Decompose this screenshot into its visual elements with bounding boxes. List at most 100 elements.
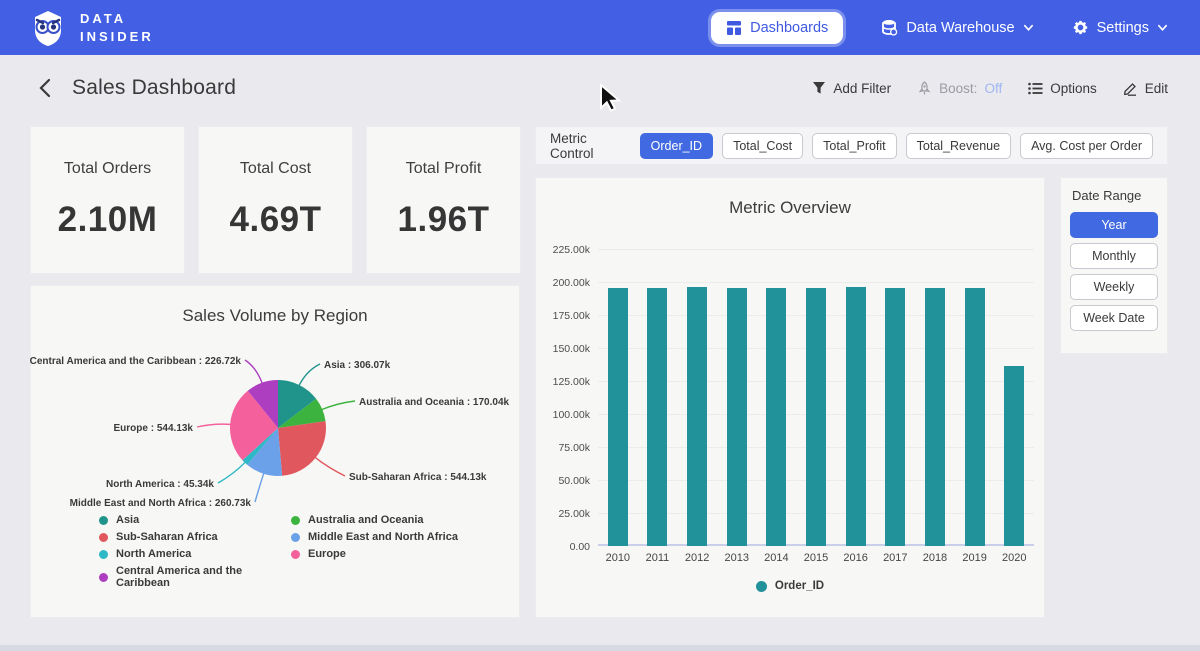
rocket-icon	[917, 81, 932, 96]
x-tick-label: 2013	[717, 552, 757, 564]
legend-text: Europe	[308, 548, 346, 560]
brand-logo[interactable]: DATA INSIDER	[28, 8, 154, 48]
pie-label: Asia : 306.07k	[324, 360, 391, 371]
bar-series	[598, 241, 1034, 546]
pie-label: Sub-Saharan Africa : 544.13k	[349, 472, 487, 483]
legend-item-central-america-and-the-caribbean[interactable]: Central America and the Caribbean	[99, 565, 291, 589]
legend-item-middle-east-and-north-africa[interactable]: Middle East and North Africa	[291, 531, 458, 543]
options-button[interactable]: Options	[1028, 81, 1097, 96]
boost-label: Boost:	[939, 81, 977, 96]
x-tick-label: 2014	[757, 552, 797, 564]
pie-leader-line	[197, 424, 232, 427]
pie-leader-line	[245, 360, 263, 385]
y-tick-label: 75.00k	[536, 442, 590, 454]
pencil-icon	[1123, 81, 1138, 96]
options-list-icon	[1028, 82, 1043, 95]
metric-chip-avg-cost-per-order[interactable]: Avg. Cost per Order	[1020, 133, 1153, 159]
date-range-monthly[interactable]: Monthly	[1070, 243, 1158, 269]
pie-chart-card: Sales Volume by Region Asia : 306.07kAus…	[30, 285, 520, 618]
metric-chip-order-id[interactable]: Order_ID	[640, 133, 713, 159]
legend-dot	[291, 533, 300, 542]
y-tick-label: 100.00k	[536, 409, 590, 421]
metric-control-label: Metric Control	[550, 131, 623, 161]
date-range-weekly[interactable]: Weekly	[1070, 274, 1158, 300]
y-tick-label: 125.00k	[536, 376, 590, 388]
legend-text: Sub-Saharan Africa	[116, 531, 218, 543]
nav-settings-menu[interactable]: Settings	[1072, 19, 1168, 36]
legend-item-north-america[interactable]: North America	[99, 548, 291, 560]
bar-2011[interactable]	[647, 288, 667, 546]
add-filter-button[interactable]: Add Filter	[812, 81, 891, 96]
legend-text: Australia and Oceania	[308, 514, 424, 526]
edit-button[interactable]: Edit	[1123, 81, 1168, 96]
bar-2013[interactable]	[727, 288, 747, 546]
x-tick-label: 2012	[677, 552, 717, 564]
x-tick-label: 2011	[638, 552, 678, 564]
nav-data-warehouse-menu[interactable]: Data Warehouse	[881, 19, 1033, 36]
bar-chart-card: Metric Overview 201020112012201320142015…	[535, 177, 1045, 618]
kpi-label: Total Profit	[406, 160, 482, 178]
x-tick-label: 2010	[598, 552, 638, 564]
page-header: Sales Dashboard Add Filter Boost: Off Opt…	[0, 55, 1200, 121]
bar-2014[interactable]	[766, 288, 786, 546]
pie-chart[interactable]: Asia : 306.07kAustralia and Oceania : 17…	[51, 334, 501, 512]
back-button[interactable]	[32, 75, 58, 101]
kpi-label: Total Cost	[240, 160, 311, 178]
bar-chart-title: Metric Overview	[536, 178, 1044, 218]
bar-2018[interactable]	[925, 288, 945, 546]
date-range-panel: Date Range Year Monthly Weekly Week Date	[1060, 177, 1168, 354]
legend-dot	[291, 550, 300, 559]
boost-toggle[interactable]: Boost: Off	[917, 81, 1002, 96]
kpi-value: 2.10M	[58, 200, 158, 240]
metric-chip-total-profit[interactable]: Total_Profit	[812, 133, 897, 159]
chevron-down-icon	[1023, 22, 1034, 33]
pie-leader-line	[255, 472, 264, 502]
y-tick-label: 50.00k	[536, 475, 590, 487]
pie-leader-line	[218, 461, 246, 483]
database-icon	[881, 19, 898, 36]
page-title: Sales Dashboard	[72, 76, 236, 100]
metric-chip-total-revenue[interactable]: Total_Revenue	[906, 133, 1011, 159]
legend-item-sub-saharan-africa[interactable]: Sub-Saharan Africa	[99, 531, 291, 543]
pie-leader-line	[314, 457, 345, 476]
chevron-left-icon	[38, 78, 52, 98]
legend-item-europe[interactable]: Europe	[291, 548, 458, 560]
legend-item-australia-and-oceania[interactable]: Australia and Oceania	[291, 514, 458, 526]
legend-item-asia[interactable]: Asia	[99, 514, 291, 526]
x-tick-label: 2019	[955, 552, 995, 564]
bar-2010[interactable]	[608, 288, 628, 546]
y-tick-label: 175.00k	[536, 310, 590, 322]
date-range-year[interactable]: Year	[1070, 212, 1158, 238]
kpi-card-total-cost: Total Cost4.69T	[198, 126, 353, 274]
boost-state: Off	[984, 81, 1002, 96]
legend-dot	[99, 573, 108, 582]
nav-dashboards-label: Dashboards	[750, 20, 828, 36]
date-range-week-date[interactable]: Week Date	[1070, 305, 1158, 331]
kpi-label: Total Orders	[64, 160, 151, 178]
nav-dashboards-button[interactable]: Dashboards	[711, 12, 843, 44]
x-tick-label: 2020	[994, 552, 1034, 564]
bar-2019[interactable]	[965, 288, 985, 546]
pie-label: Australia and Oceania : 170.04k	[359, 397, 510, 408]
footer-strip	[0, 645, 1200, 651]
nav-settings-label: Settings	[1097, 20, 1149, 36]
kpi-value: 1.96T	[398, 200, 490, 240]
bar-2020[interactable]	[1004, 366, 1024, 546]
legend-text: North America	[116, 548, 191, 560]
legend-dot	[99, 533, 108, 542]
pie-slice-sub-saharan-africa[interactable]	[278, 421, 326, 476]
chevron-down-icon	[1157, 22, 1168, 33]
bar-2017[interactable]	[885, 288, 905, 546]
metric-chip-total-cost[interactable]: Total_Cost	[722, 133, 803, 159]
gear-icon	[1072, 19, 1089, 36]
bar-2012[interactable]	[687, 287, 707, 546]
x-tick-label: 2015	[796, 552, 836, 564]
bar-2016[interactable]	[846, 287, 866, 546]
pie-chart-title: Sales Volume by Region	[31, 286, 519, 326]
legend-text: Central America and the Caribbean	[116, 565, 291, 589]
bar-chart-x-axis: 2010201120122013201420152016201720182019…	[598, 552, 1034, 564]
y-tick-label: 225.00k	[536, 244, 590, 256]
bar-2015[interactable]	[806, 288, 826, 546]
date-range-label: Date Range	[1072, 188, 1158, 203]
x-tick-label: 2018	[915, 552, 955, 564]
